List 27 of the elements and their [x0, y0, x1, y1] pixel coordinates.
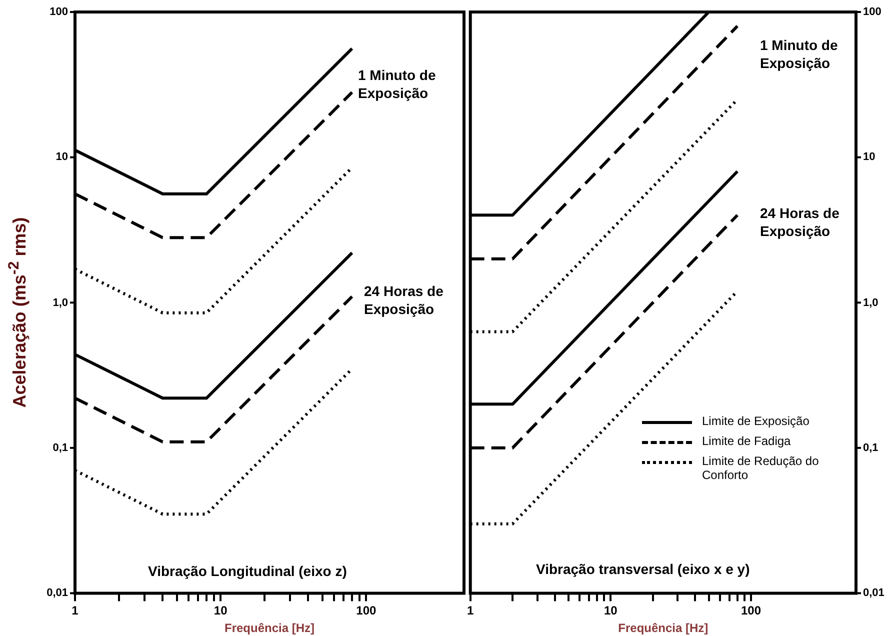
annotation: 1 Minuto de Exposição [358, 66, 437, 102]
annotation: Vibração transversal (eixo x e y) [536, 560, 751, 578]
x-tick-label: 10 [604, 604, 618, 618]
x-tick-label: 100 [740, 604, 762, 618]
x-tick-label: 10 [214, 604, 228, 618]
y-tick-label: 0,1 [52, 440, 68, 455]
y-tick-label: 10 [56, 150, 68, 164]
x-tick-label: 1 [72, 604, 79, 618]
y-tick-label: 1,0 [52, 296, 68, 310]
y-tick-label: 0,01 [46, 586, 68, 600]
y-tick-label: 100 [863, 5, 882, 19]
x-axis-title: Frequência [Hz] [618, 621, 708, 636]
annotation: 1 Minuto de Exposição [760, 36, 839, 72]
y-tick-label: 10 [863, 150, 876, 164]
x-axis-title: Frequência [Hz] [224, 621, 315, 636]
x-tick-label: 1 [466, 604, 474, 618]
annotation: Vibração Longitudinal (eixo z) [148, 562, 348, 580]
y-tick-label: 0,1 [863, 440, 878, 455]
annotation: 24 Horas de Exposição [760, 204, 840, 240]
y-tick-label: 1,0 [863, 296, 878, 310]
annotation: 24 Horas de Exposição [364, 282, 444, 318]
y-tick-label: 100 [50, 5, 68, 19]
y-tick-label: 0,01 [863, 586, 884, 600]
legend-label: Limite de Redução do Conforto [702, 454, 820, 482]
x-tick-label: 100 [356, 604, 376, 618]
legend-label: Limite de Exposição [702, 414, 810, 428]
legend-label: Limite de Fadiga [702, 434, 792, 448]
